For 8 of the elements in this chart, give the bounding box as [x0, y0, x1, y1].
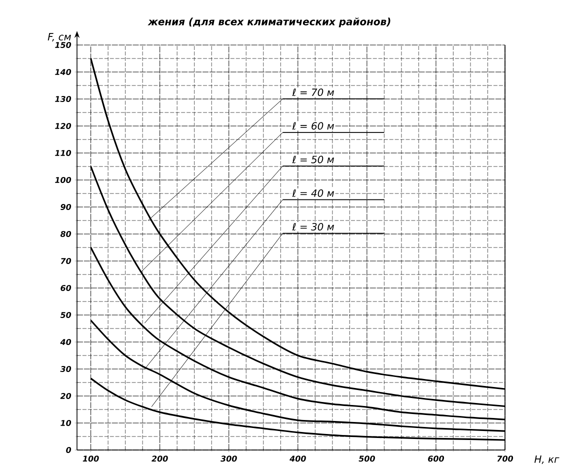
x-axis-title: H, кг — [534, 456, 560, 464]
annotation: ℓ = 50 м — [292, 156, 334, 164]
annotation: ℓ = 60 м — [292, 122, 334, 130]
annotation: ℓ = 30 м — [292, 222, 334, 231]
annotation: ℓ = 40 м — [292, 189, 334, 197]
annotation: ℓ = 70 м — [292, 88, 334, 96]
chart-title: жения (для всех климатических районов) — [148, 18, 390, 28]
y-axis-title: F, см — [48, 33, 71, 42]
